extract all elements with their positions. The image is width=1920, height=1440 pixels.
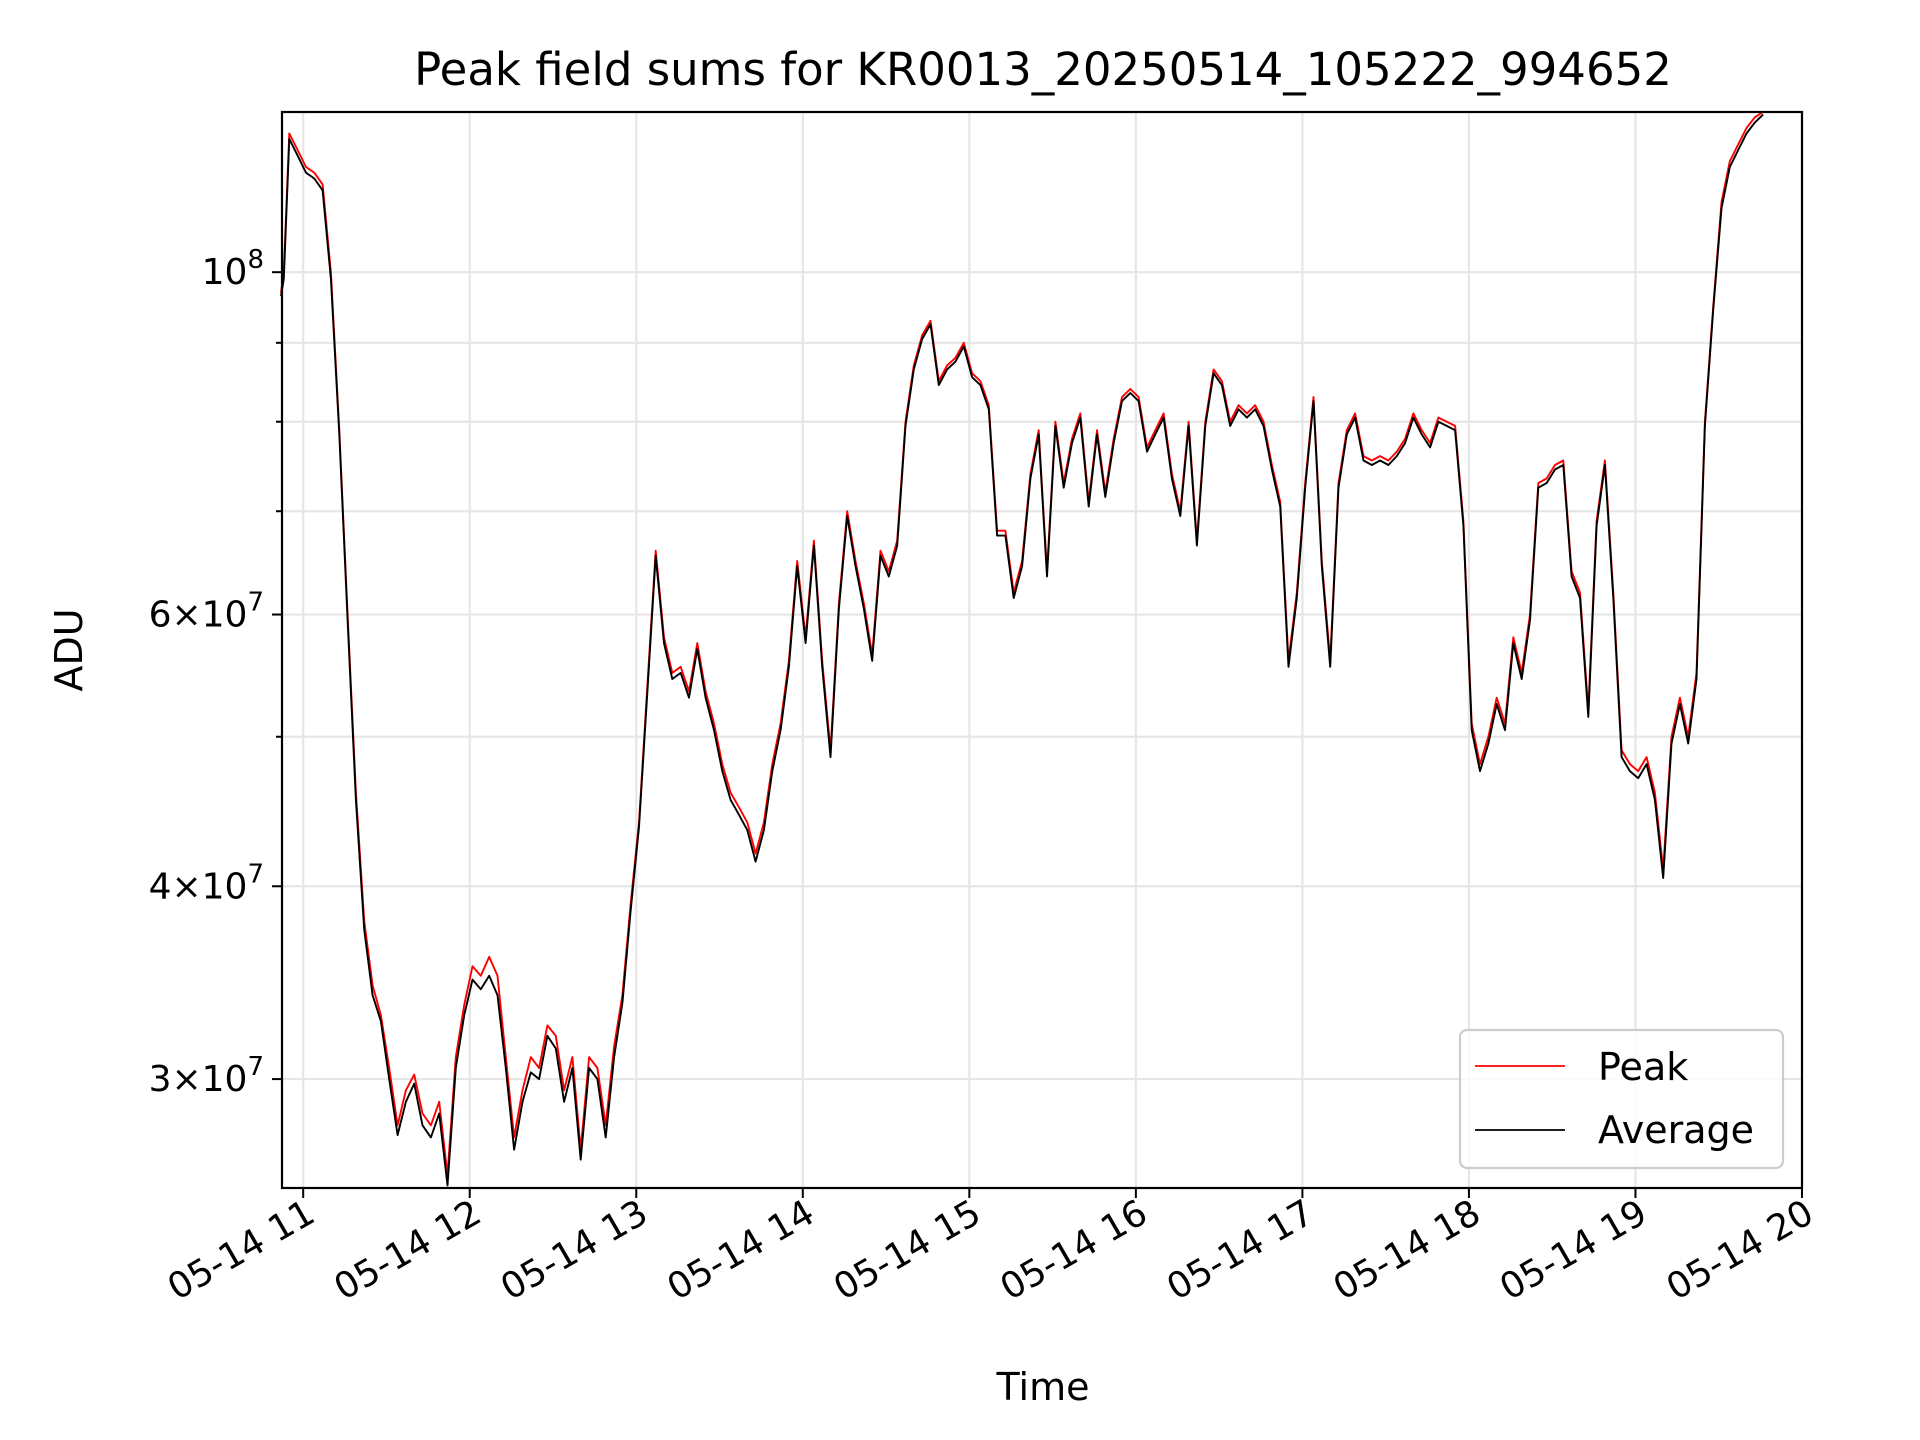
- series-line-peak: [280, 111, 1764, 1176]
- y-tick-label: 3×107: [149, 1052, 264, 1100]
- y-tick-label: 108: [202, 245, 264, 293]
- plot-frame: [280, 110, 1804, 1190]
- legend-label-average: Average: [1598, 1108, 1754, 1152]
- y-tick-label: 6×107: [149, 588, 264, 636]
- chart-title: Peak field sums for KR0013_20250514_1052…: [414, 43, 1672, 96]
- y-axis-label: ADU: [47, 608, 91, 691]
- legend-label-peak: Peak: [1598, 1045, 1688, 1089]
- y-tick-label: 4×107: [149, 859, 264, 907]
- legend-box: [1458, 1028, 1785, 1170]
- legend: Peak Average: [1458, 1028, 1785, 1170]
- series-layer: [280, 111, 1764, 1187]
- series-line-average: [280, 113, 1764, 1187]
- x-axis-label: Time: [996, 1365, 1090, 1409]
